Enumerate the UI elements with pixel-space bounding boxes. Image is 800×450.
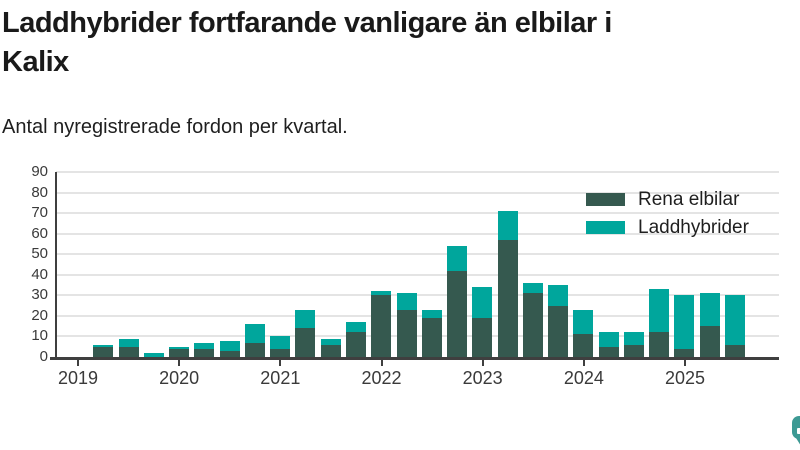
legend-label-laddhybrider: Laddhybrider xyxy=(638,217,749,238)
bar-laddhybrider-2023-Q4 xyxy=(548,285,569,306)
x-tick-2023 xyxy=(481,359,484,366)
bar-laddhybrider-2024-Q4 xyxy=(649,289,670,333)
gridline-20 xyxy=(56,314,779,317)
x-axis-label-2020: 2020 xyxy=(159,368,200,388)
bar-laddhybrider-2022-Q4 xyxy=(447,246,468,271)
gridline-80 xyxy=(56,191,779,194)
legend-swatch-rena-elbilar xyxy=(586,193,625,206)
x-axis-label-2019: 2019 xyxy=(57,368,99,388)
page-title-line1: Laddhybrider fortfarande vanligare än el… xyxy=(2,7,612,39)
x-tick-2022 xyxy=(380,359,383,366)
gridline-10 xyxy=(56,335,779,338)
bar-laddhybrider-2023-Q3 xyxy=(522,283,543,294)
gridline-30 xyxy=(56,294,779,297)
bar-rena-elbilar-2022-Q4 xyxy=(447,270,468,357)
bar-laddhybrider-2021-Q3 xyxy=(320,338,341,345)
bar-rena-elbilar-2025-Q1 xyxy=(674,348,695,357)
y-axis-line xyxy=(55,172,57,359)
bar-laddhybrider-2022-Q3 xyxy=(421,309,442,318)
x-tick-2021 xyxy=(279,359,282,366)
y-axis-label-50: 50 xyxy=(31,245,48,263)
bar-laddhybrider-2020-Q4 xyxy=(244,324,265,343)
bar-laddhybrider-2025-Q2 xyxy=(699,293,720,327)
x-axis-label-2025: 2025 xyxy=(664,368,706,388)
bar-rena-elbilar-2021-Q1 xyxy=(270,348,291,357)
x-axis-label-2023: 2023 xyxy=(462,368,503,388)
bar-rena-elbilar-2020-Q4 xyxy=(244,342,265,357)
y-axis-label-20: 20 xyxy=(31,306,48,324)
y-axis-label-90: 90 xyxy=(31,163,48,180)
bar-laddhybrider-2025-Q3 xyxy=(725,295,746,345)
logo-bar-1 xyxy=(797,428,800,434)
bar-laddhybrider-2019-Q4 xyxy=(143,352,164,357)
bar-laddhybrider-2023-Q1 xyxy=(472,287,493,318)
gridline-90 xyxy=(56,171,779,173)
x-axis-label-2022: 2022 xyxy=(361,368,402,388)
bar-laddhybrider-2022-Q1 xyxy=(371,291,392,296)
bar-laddhybrider-2024-Q2 xyxy=(598,332,619,347)
bar-rena-elbilar-2022-Q3 xyxy=(421,317,442,357)
bar-rena-elbilar-2020-Q1 xyxy=(169,348,190,357)
bar-rena-elbilar-2024-Q3 xyxy=(623,344,644,357)
y-axis-label-40: 40 xyxy=(31,265,48,283)
y-axis-label-70: 70 xyxy=(31,204,48,222)
bar-rena-elbilar-2025-Q3 xyxy=(725,344,746,357)
x-tick-2019 xyxy=(77,359,79,366)
bar-rena-elbilar-2022-Q1 xyxy=(371,295,392,357)
bar-laddhybrider-2019-Q3 xyxy=(118,338,139,347)
x-axis-line xyxy=(50,357,779,360)
bar-laddhybrider-2023-Q2 xyxy=(497,211,518,240)
bar-rena-elbilar-2022-Q2 xyxy=(396,309,417,357)
y-axis-label-30: 30 xyxy=(31,286,48,304)
page-title: Laddhybrider fortfarande vanligare än el… xyxy=(2,4,762,82)
bar-rena-elbilar-2024-Q4 xyxy=(649,332,670,357)
bar-laddhybrider-2022-Q2 xyxy=(396,293,417,310)
x-axis-label-2024: 2024 xyxy=(563,368,604,388)
y-axis-label-0: 0 xyxy=(39,348,48,365)
bar-rena-elbilar-2023-Q3 xyxy=(522,293,543,357)
bar-laddhybrider-2019-Q2 xyxy=(93,344,114,347)
bar-laddhybrider-2024-Q1 xyxy=(573,309,594,335)
y-axis-label-60: 60 xyxy=(31,224,48,242)
bar-laddhybrider-2021-Q1 xyxy=(270,336,291,349)
y-axis-label-10: 10 xyxy=(31,327,48,345)
gridline-60 xyxy=(56,232,779,235)
gridline-50 xyxy=(56,253,779,256)
bar-laddhybrider-2024-Q3 xyxy=(623,332,644,345)
bar-rena-elbilar-2023-Q2 xyxy=(497,239,518,357)
bar-rena-elbilar-2021-Q2 xyxy=(295,328,316,357)
x-tick-2020 xyxy=(178,359,181,366)
bar-rena-elbilar-2019-Q3 xyxy=(118,346,139,357)
legend-label-rena-elbilar: Rena elbilar xyxy=(638,189,740,210)
bar-laddhybrider-2020-Q2 xyxy=(194,342,215,349)
x-axis-label-2021: 2021 xyxy=(260,368,301,388)
y-axis-label-80: 80 xyxy=(31,183,48,201)
bar-laddhybrider-2021-Q2 xyxy=(295,309,316,329)
bar-rena-elbilar-2024-Q2 xyxy=(598,346,619,357)
bar-laddhybrider-2020-Q1 xyxy=(169,346,190,349)
bar-rena-elbilar-2025-Q2 xyxy=(699,326,720,357)
bar-rena-elbilar-2020-Q3 xyxy=(219,350,240,357)
page-title-line2: Kalix xyxy=(2,46,69,78)
speech-bubble-bar-chart-icon xyxy=(792,416,800,439)
bar-laddhybrider-2025-Q1 xyxy=(674,295,695,349)
bar-rena-elbilar-2021-Q4 xyxy=(345,332,366,357)
legend-swatch-laddhybrider xyxy=(586,221,625,234)
bar-rena-elbilar-2019-Q2 xyxy=(93,346,114,357)
bar-rena-elbilar-2023-Q1 xyxy=(472,317,493,357)
x-tick-2024 xyxy=(582,359,585,366)
bar-laddhybrider-2020-Q3 xyxy=(219,340,240,351)
chart-subtitle: Antal nyregistrerade fordon per kvartal. xyxy=(2,116,348,138)
gridline-70 xyxy=(56,212,779,215)
bar-rena-elbilar-2021-Q3 xyxy=(320,344,341,357)
gridline-40 xyxy=(56,273,779,276)
speech-bubble-tail xyxy=(796,438,800,446)
x-tick-2025 xyxy=(684,359,687,366)
bar-rena-elbilar-2023-Q4 xyxy=(548,305,569,357)
bar-rena-elbilar-2020-Q2 xyxy=(194,348,215,357)
bar-rena-elbilar-2024-Q1 xyxy=(573,334,594,357)
bar-laddhybrider-2021-Q4 xyxy=(345,322,366,333)
